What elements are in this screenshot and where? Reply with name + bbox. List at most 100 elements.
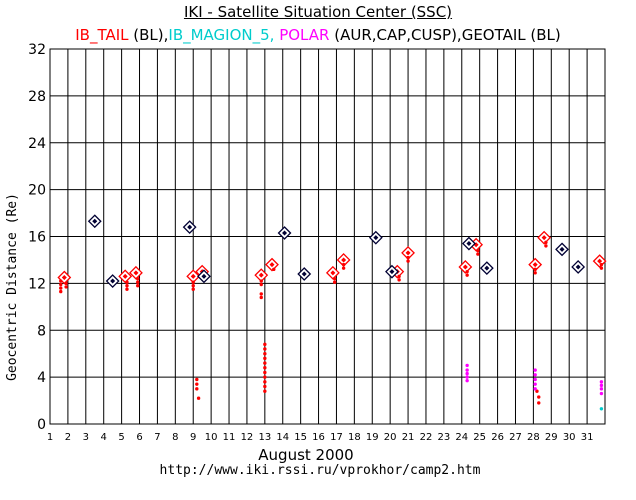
data-point: [263, 375, 267, 379]
data-point: [263, 366, 267, 370]
data-point: [599, 380, 604, 384]
data-point: [599, 391, 604, 396]
data-point: [196, 396, 201, 400]
data-point: [476, 252, 480, 256]
diamond-core: [301, 271, 307, 277]
y-tick-label: 32: [28, 42, 46, 58]
source-url: http://www.iki.rssi.ru/vprokhor/camp2.ht…: [159, 463, 481, 478]
data-point: [136, 276, 140, 281]
data-point: [533, 267, 537, 272]
legend-line: IB_TAIL (BL),IB_MAGION_5, POLAR (AUR,CAP…: [0, 26, 636, 44]
diamond-core: [269, 262, 275, 268]
data-point: [125, 280, 129, 284]
diamond-core: [575, 264, 581, 270]
data-marks: [57, 214, 607, 411]
x-tick-label: 27: [509, 432, 522, 443]
data-point: [195, 387, 199, 391]
chart-title-text: IKI - Satellite Situation Center (SSC): [183, 3, 453, 21]
diamond-core: [405, 250, 411, 256]
data-point: [263, 351, 267, 356]
series-ib-tail-bl: [59, 240, 604, 405]
data-point: [465, 269, 469, 274]
x-tick-label: 5: [118, 432, 124, 443]
x-tick-label: 23: [438, 432, 451, 443]
data-point: [599, 383, 604, 388]
legend-polar: POLAR: [274, 26, 330, 44]
diamond-core: [341, 257, 347, 263]
x-tick-label: 22: [420, 432, 433, 443]
data-point: [263, 361, 267, 365]
data-point: [259, 292, 263, 296]
data-point: [533, 382, 537, 386]
data-point: [533, 377, 537, 382]
x-tick-label: 28: [527, 432, 540, 443]
data-point: [263, 380, 267, 384]
diamond-core: [541, 235, 547, 241]
x-tick-label: 10: [205, 432, 218, 443]
data-point: [259, 295, 263, 300]
data-point: [599, 387, 604, 391]
x-axis-label: August 2000: [258, 446, 354, 464]
x-tick-label: 4: [101, 432, 107, 443]
y-tick-label: 4: [37, 370, 46, 386]
data-point: [59, 289, 63, 294]
data-point: [397, 274, 401, 279]
x-tick-label: 9: [190, 432, 196, 443]
x-tick-label: 25: [473, 432, 486, 443]
data-point: [263, 389, 267, 393]
data-point: [59, 279, 63, 283]
data-point: [544, 244, 548, 248]
x-tick-label: 12: [241, 432, 254, 443]
data-point: [537, 395, 541, 399]
diamond-core: [389, 269, 395, 275]
y-tick-label: 16: [28, 230, 46, 246]
y-tick-label: 28: [28, 89, 46, 105]
data-point: [263, 347, 267, 351]
y-axis-label: Geocentric Distance (Re): [5, 193, 20, 381]
legend-rest: (AUR,CAP,CUSP),GEOTAIL (BL): [329, 26, 561, 44]
diamond-core: [462, 264, 468, 270]
x-tick-label: 19: [366, 432, 379, 443]
diamond-core: [110, 278, 116, 284]
data-point: [406, 255, 410, 260]
data-point: [195, 382, 199, 386]
x-tick-label: 8: [172, 432, 178, 443]
data-point: [191, 287, 195, 291]
diamond-core: [61, 275, 67, 281]
diamond-core: [330, 270, 336, 276]
data-point: [465, 363, 469, 368]
data-point: [64, 285, 68, 289]
diamond-core: [190, 273, 196, 279]
x-tick-label: 29: [545, 432, 558, 443]
data-point: [465, 371, 469, 376]
y-tick-label: 0: [37, 417, 46, 433]
diamond-core: [133, 270, 139, 276]
x-tick-label: 16: [312, 432, 325, 443]
diamond-core: [282, 230, 288, 236]
diamond-core: [532, 262, 538, 268]
y-tick-labels: 0 4 8 12 16 20 24 28 32: [28, 42, 46, 433]
data-point: [465, 375, 469, 379]
data-point: [533, 373, 537, 377]
legend-ib-tail: IB_TAIL: [75, 26, 129, 44]
data-point: [263, 384, 267, 389]
series-ib-magion-5: [599, 407, 604, 411]
grid: [49, 48, 606, 425]
data-point: [191, 280, 195, 284]
diamond-core: [484, 265, 490, 271]
x-tick-label: 3: [83, 432, 89, 443]
data-point: [533, 368, 537, 372]
series-ib-tail: [57, 230, 607, 285]
data-point: [533, 271, 537, 275]
data-point: [263, 370, 267, 375]
diamond-core: [122, 273, 128, 279]
data-point: [259, 279, 263, 283]
x-tick-label: 18: [348, 432, 361, 443]
x-tick-label: 15: [294, 432, 307, 443]
diamond-core: [201, 273, 207, 279]
x-tick-label: 6: [136, 432, 142, 443]
data-point: [476, 248, 480, 253]
data-point: [599, 407, 604, 411]
data-point: [332, 276, 337, 281]
